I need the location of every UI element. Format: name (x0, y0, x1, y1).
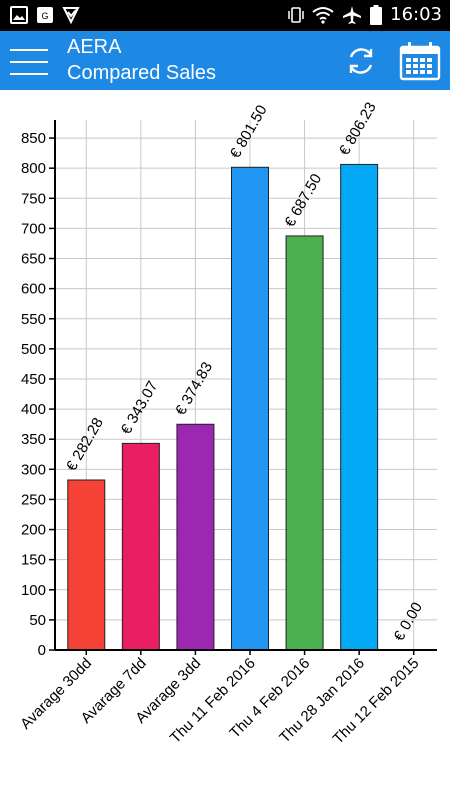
app-title-block: AERA Compared Sales (67, 34, 216, 86)
bar-chart: 0 50 100 150 200 250 300 350 400 450 500 550 600 650 7… (17, 99, 437, 748)
calendar-icon[interactable] (398, 41, 442, 81)
page-title: Compared Sales (67, 62, 216, 84)
svg-text:G: G (41, 11, 48, 21)
y-tick-label: 200 (21, 522, 46, 539)
y-tick-label: 500 (21, 341, 46, 358)
bar-value-label: € 687.50 (281, 171, 325, 230)
hamburger-menu-icon[interactable] (10, 43, 50, 77)
bar (121, 442, 160, 651)
y-tick-label: 350 (21, 431, 46, 448)
y-tick-label: 650 (21, 251, 46, 268)
bar (285, 235, 324, 651)
refresh-icon[interactable] (343, 43, 379, 79)
bar-value-label: € 801.50 (227, 102, 271, 161)
image-icon (10, 6, 28, 24)
y-tick-label: 50 (29, 612, 46, 629)
bar (340, 163, 379, 651)
bar-value-label: € 343.07 (118, 378, 162, 437)
app-bar: AERA Compared Sales (0, 31, 450, 90)
y-tick-label: 600 (21, 281, 46, 298)
y-tick-label: 850 (21, 130, 46, 147)
battery-icon (370, 4, 383, 25)
y-tick-label: 700 (21, 220, 46, 237)
y-tick-label: 450 (21, 371, 46, 388)
y-tick-label: 550 (21, 311, 46, 328)
status-bar: G 16:03 (0, 0, 450, 31)
y-tick-label: 400 (21, 401, 46, 418)
wifi-icon (312, 6, 334, 24)
y-tick-label: 300 (21, 461, 46, 478)
airplane-mode-icon (343, 5, 362, 24)
y-tick-label: 750 (21, 190, 46, 207)
bar-value-label: € 806.23 (336, 99, 380, 158)
bar (67, 479, 106, 651)
status-time: 16:03 (390, 4, 442, 25)
chart-area: 0 50 100 150 200 250 300 350 400 450 500 550 600 650 7… (0, 90, 450, 800)
y-tick-label: 0 (38, 642, 46, 659)
vibrate-icon (288, 6, 304, 23)
bar (231, 166, 269, 651)
gallery-icon: G (37, 7, 53, 23)
bar-value-label: € 282.28 (63, 415, 107, 474)
bar-value-label: € 0.00 (390, 599, 426, 644)
y-tick-label: 100 (21, 582, 46, 599)
app-notification-icon (62, 7, 80, 24)
y-tick-label: 800 (21, 160, 46, 177)
y-tick-label: 150 (21, 552, 46, 569)
y-tick-label: 250 (21, 491, 46, 508)
app-name: AERA (67, 36, 122, 58)
bar (176, 423, 215, 651)
